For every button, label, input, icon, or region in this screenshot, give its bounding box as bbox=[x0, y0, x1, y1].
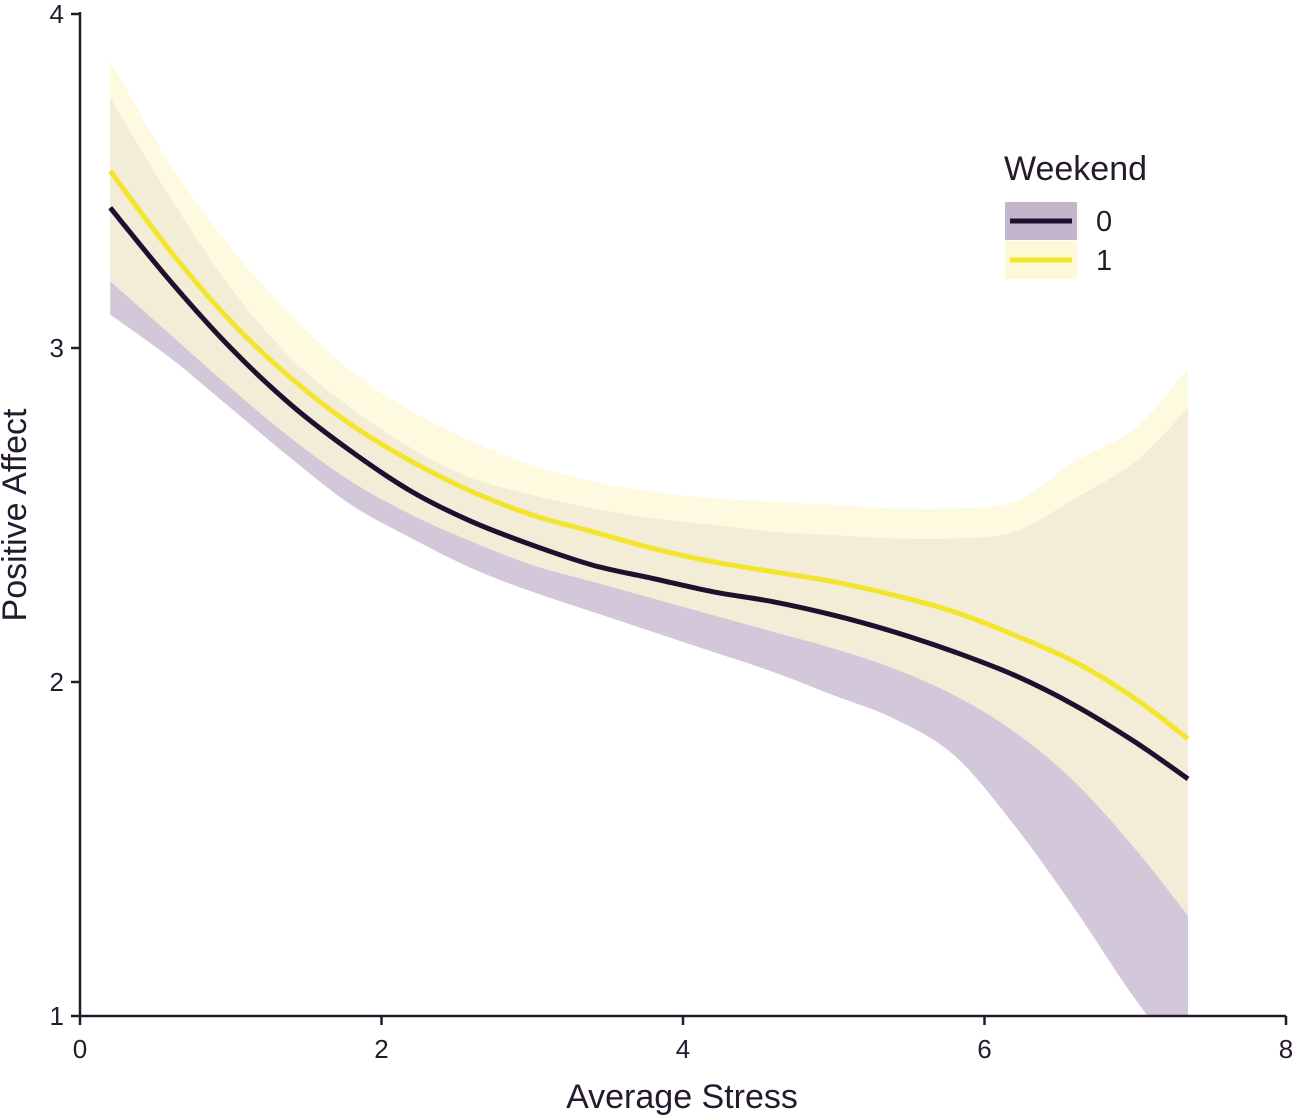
x-axis-title: Average Stress bbox=[566, 1078, 798, 1116]
x-tick-label: 6 bbox=[977, 1034, 991, 1064]
y-tick-label: 1 bbox=[50, 1001, 64, 1031]
y-tick-label: 2 bbox=[50, 667, 64, 697]
x-tick-label: 2 bbox=[374, 1034, 388, 1064]
x-tick-label: 4 bbox=[676, 1034, 690, 1064]
legend: Weekend 0 1 bbox=[1004, 150, 1147, 279]
legend-label-0: 0 bbox=[1096, 206, 1112, 238]
y-tick-label: 4 bbox=[50, 0, 64, 29]
x-tick-label: 0 bbox=[73, 1034, 87, 1064]
x-tick-label: 8 bbox=[1279, 1034, 1293, 1064]
tick-labels: 0 2 4 6 8 1 2 3 4 bbox=[50, 0, 1294, 1064]
series-line-1 bbox=[108, 169, 1190, 741]
confidence-bands bbox=[110, 60, 1189, 1016]
y-tick-label: 3 bbox=[50, 333, 64, 363]
y-axis-title: Positive Affect bbox=[0, 408, 34, 621]
series-lines bbox=[108, 169, 1190, 781]
series-line-0 bbox=[108, 206, 1190, 781]
legend-title: Weekend bbox=[1004, 150, 1147, 188]
legend-label-1: 1 bbox=[1096, 245, 1112, 277]
axes bbox=[71, 12, 1288, 1025]
